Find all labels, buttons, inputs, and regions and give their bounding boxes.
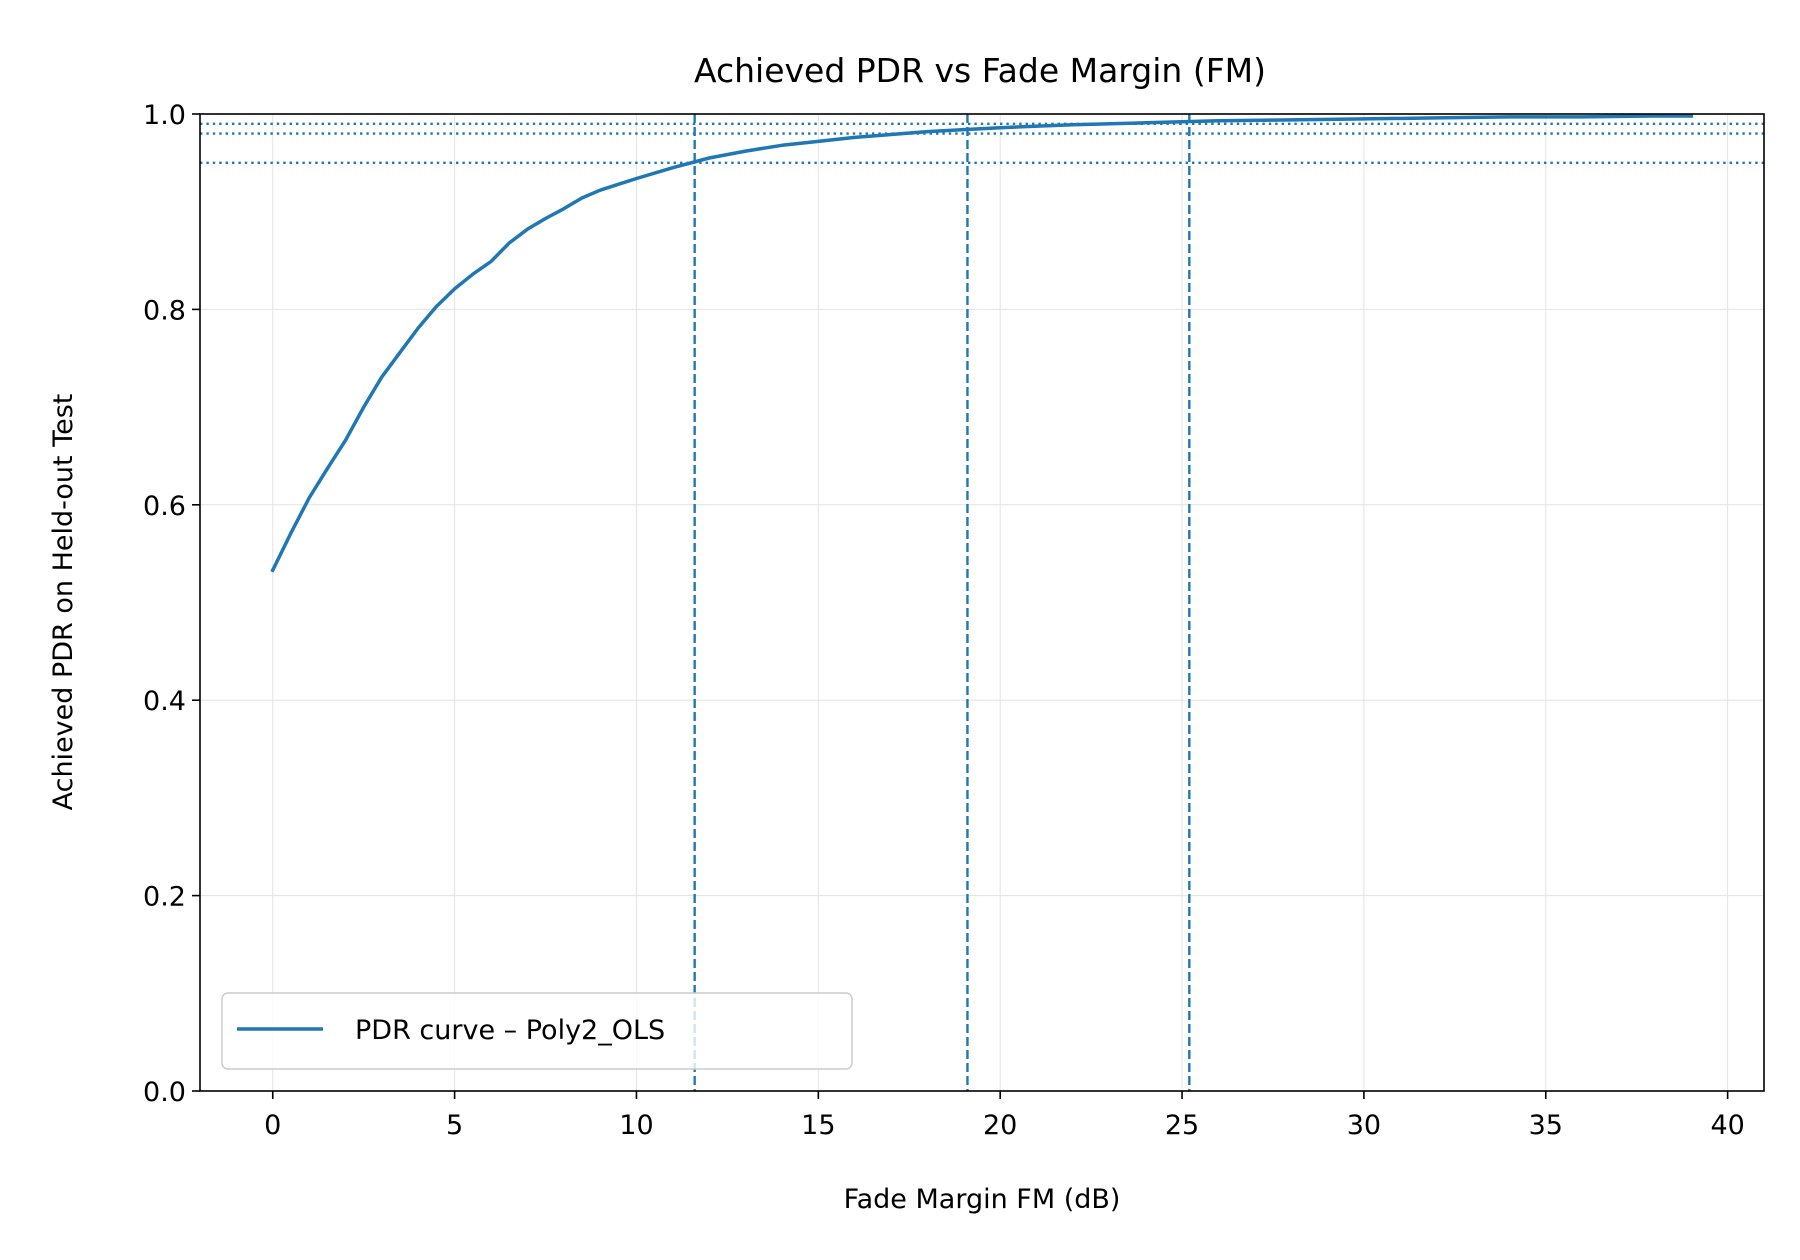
series-layer xyxy=(270,114,1694,573)
legend-box xyxy=(221,992,853,1070)
legend: PDR curve – Poly2_OLS xyxy=(221,992,853,1070)
y-axis-ticks: 0.0 0.2 0.4 0.6 0.8 1.0 xyxy=(143,100,200,1108)
reference-lines xyxy=(200,114,1764,1091)
pdr-curve-line xyxy=(270,114,1694,573)
x-tick-label: 20 xyxy=(983,1110,1017,1141)
x-tick-label: 0 xyxy=(264,1110,281,1141)
plot-area-frame xyxy=(199,113,1765,1092)
x-tick-label: 25 xyxy=(1165,1110,1199,1141)
y-tick-label: 0.2 xyxy=(143,882,186,913)
x-tick-label: 15 xyxy=(801,1110,835,1141)
legend-label: PDR curve – Poly2_OLS xyxy=(355,1015,665,1046)
y-tick-label: 0.0 xyxy=(143,1077,186,1108)
y-axis-label: Achieved PDR on Held-out Test xyxy=(48,394,79,811)
x-axis-label: Fade Margin FM (dB) xyxy=(844,1184,1121,1215)
x-axis-ticks: 0 5 10 15 20 25 30 35 40 xyxy=(264,1091,1745,1141)
x-tick-label: 30 xyxy=(1347,1110,1381,1141)
y-tick-label: 1.0 xyxy=(143,100,186,131)
x-tick-label: 40 xyxy=(1710,1110,1744,1141)
x-tick-label: 35 xyxy=(1529,1110,1563,1141)
y-tick-label: 0.4 xyxy=(143,686,186,717)
grid-layer xyxy=(200,113,1764,1092)
x-tick-label: 10 xyxy=(619,1110,653,1141)
x-tick-label: 5 xyxy=(446,1110,463,1141)
chart-title: Achieved PDR vs Fade Margin (FM) xyxy=(694,51,1266,90)
y-tick-label: 0.8 xyxy=(143,295,186,326)
y-tick-label: 0.6 xyxy=(143,491,186,522)
